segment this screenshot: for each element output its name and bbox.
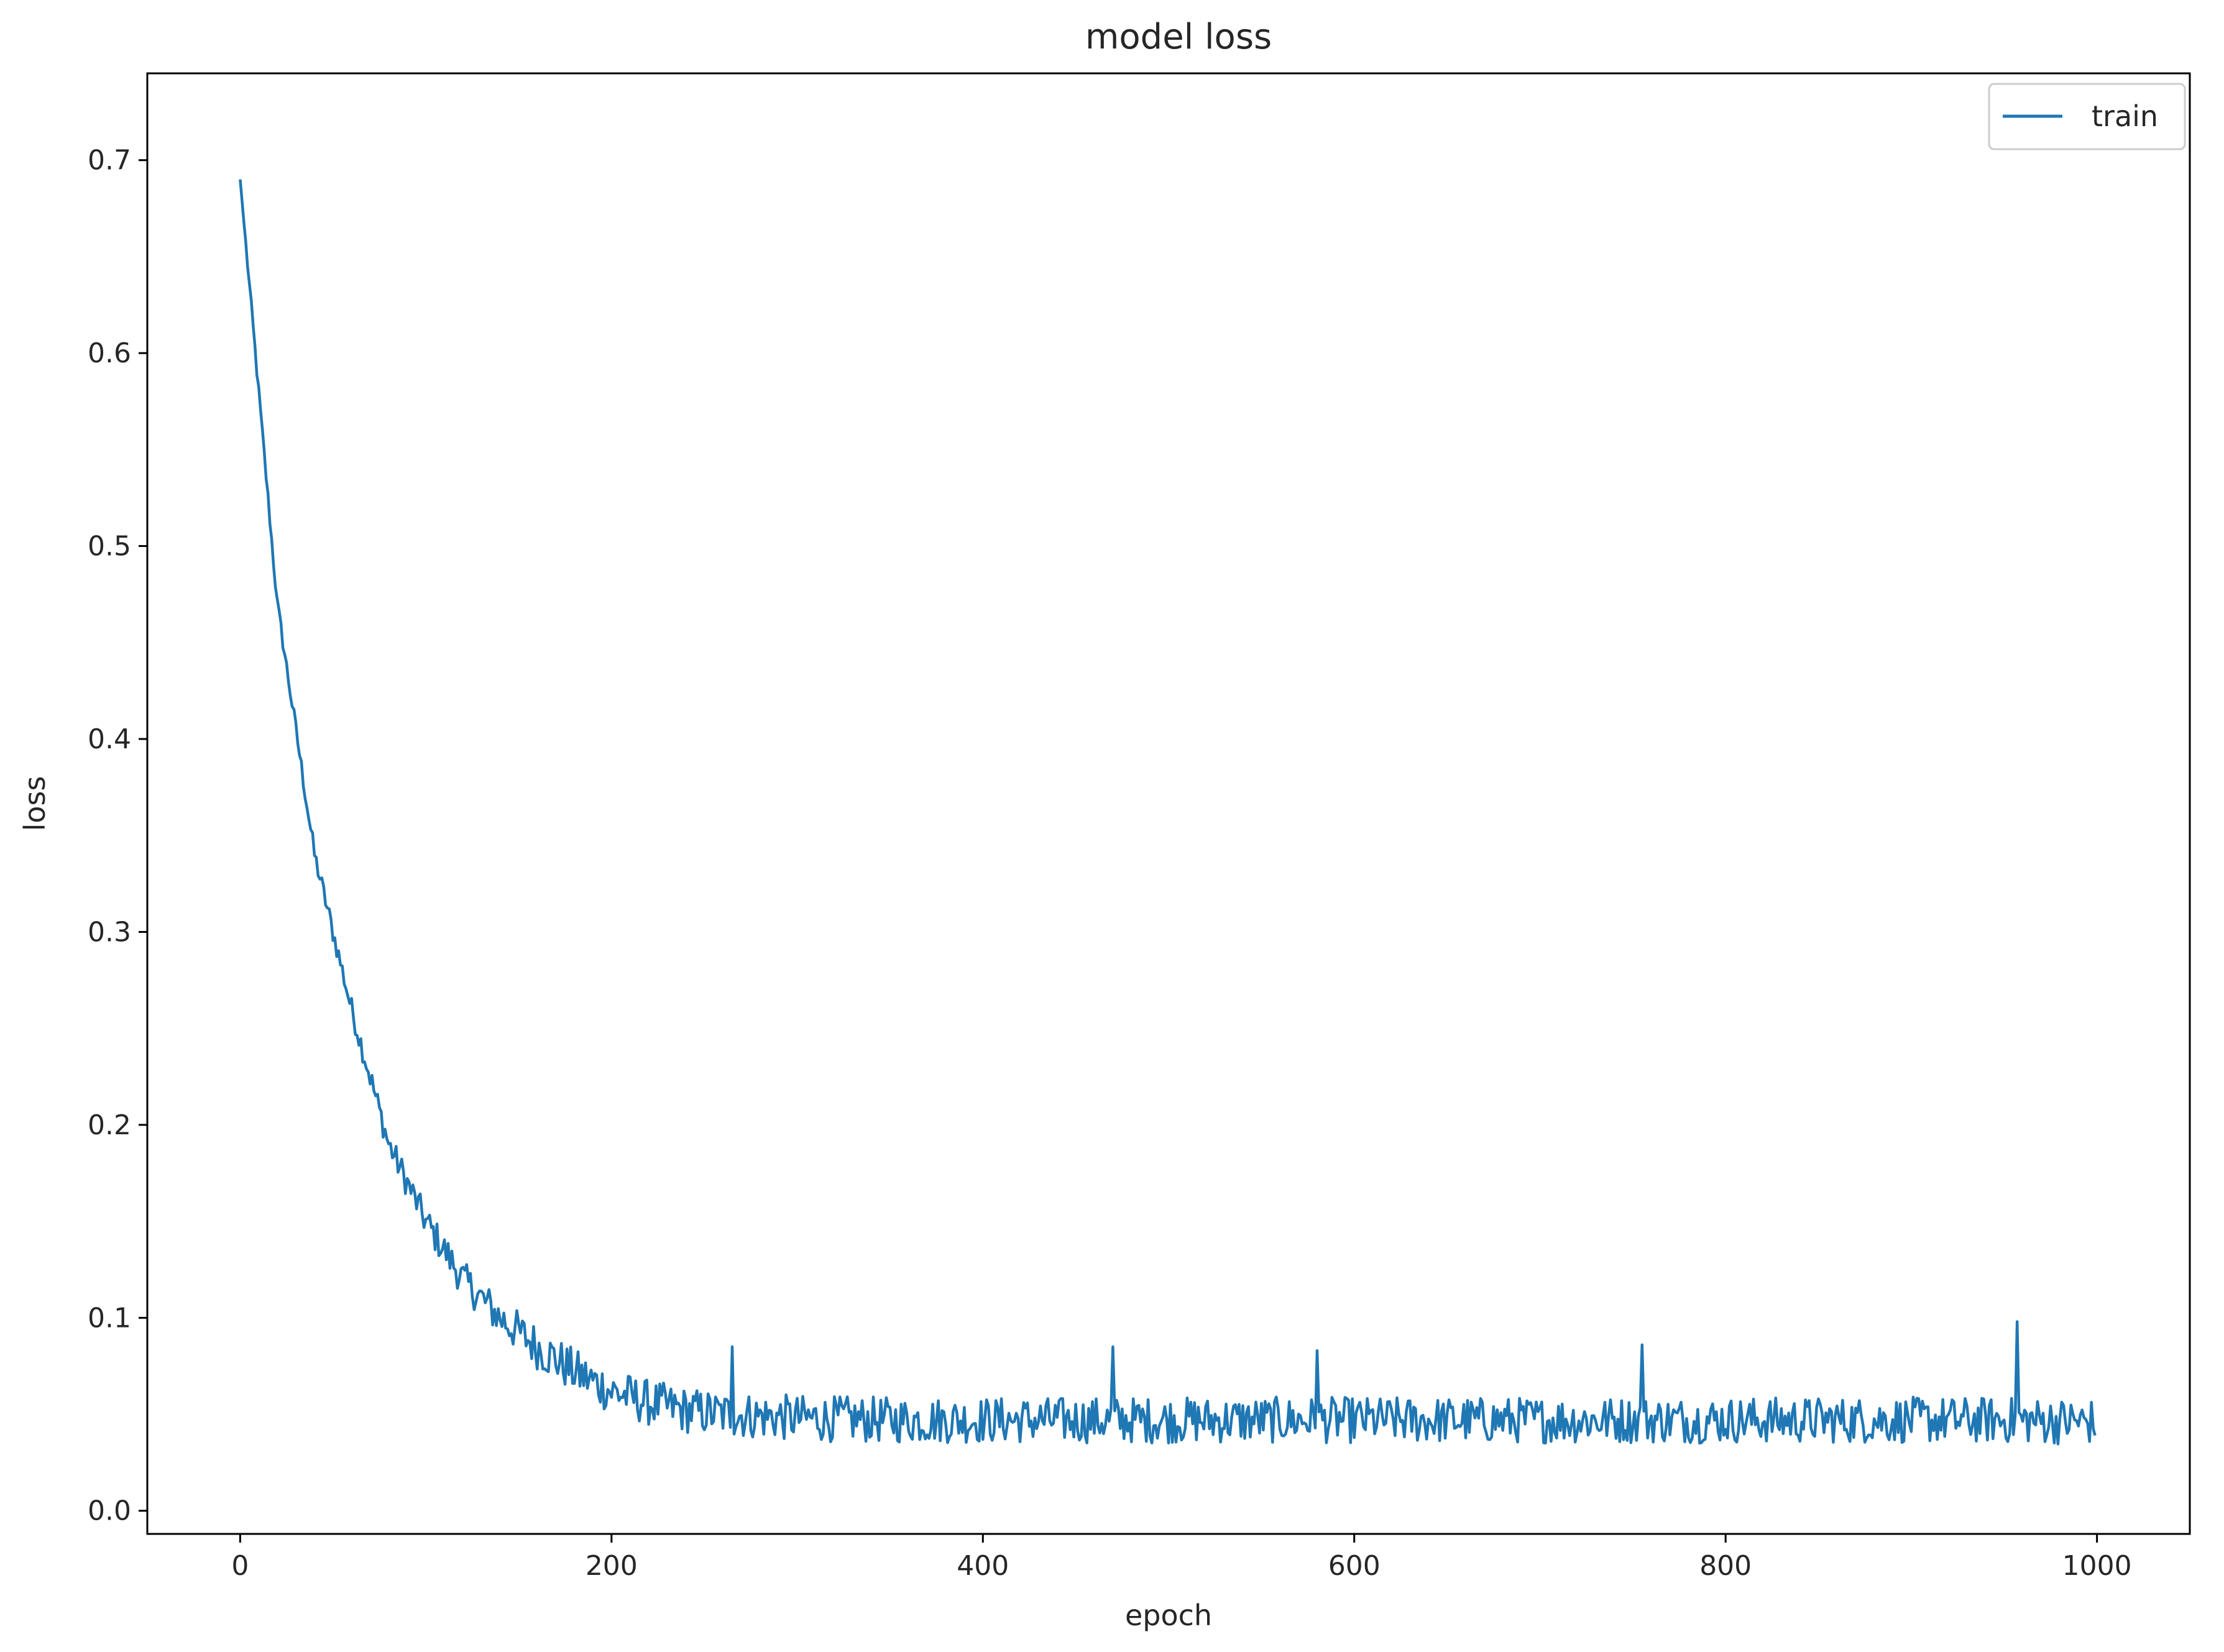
chart-title: model loss — [1085, 17, 1272, 57]
legend-box — [1988, 83, 2186, 150]
y-tick-label: 0.4 — [88, 723, 131, 755]
y-tick-label: 0.5 — [88, 531, 131, 562]
x-axis-title: epoch — [1125, 1599, 1212, 1632]
y-tick-label: 0.7 — [88, 145, 131, 177]
legend: train — [1988, 83, 2186, 150]
y-axis-title: loss — [18, 776, 52, 832]
y-tick-label: 0.1 — [88, 1302, 131, 1334]
x-tick-label: 800 — [1699, 1550, 1752, 1582]
train-series-line — [239, 179, 2097, 1446]
x-tick-label: 600 — [1328, 1550, 1381, 1582]
x-tick-label: 1000 — [2062, 1550, 2132, 1582]
x-tick-label: 400 — [957, 1550, 1009, 1582]
x-axis: 0 200 400 600 800 1000 — [231, 1534, 2132, 1582]
x-tick-label: 0 — [231, 1550, 249, 1582]
y-axis: 0.0 0.1 0.2 0.3 0.4 0.5 0.6 0.7 — [88, 145, 147, 1527]
y-tick-label: 0.6 — [88, 337, 131, 369]
y-tick-label: 0.3 — [88, 916, 131, 948]
legend-train-label: train — [2092, 99, 2158, 133]
y-tick-label: 0.2 — [88, 1109, 131, 1141]
plot-area-frame — [146, 72, 2191, 1535]
x-tick-label: 200 — [586, 1550, 638, 1582]
y-tick-label: 0.0 — [88, 1495, 131, 1527]
